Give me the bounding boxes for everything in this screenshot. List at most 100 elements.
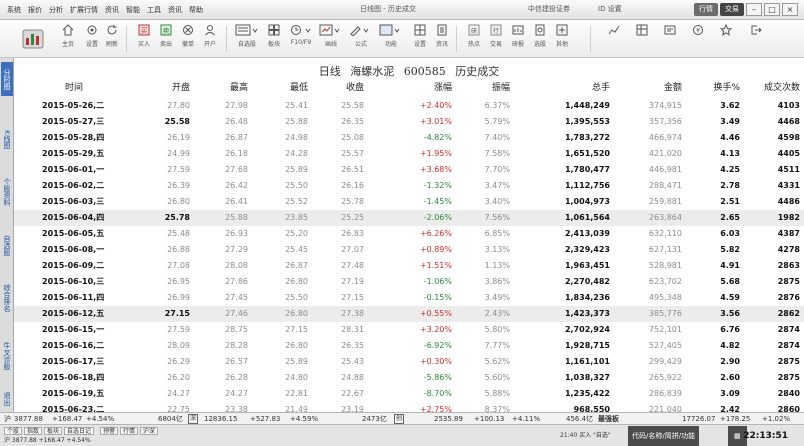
quick-tool-1[interactable]: [602, 24, 626, 56]
sector-tool[interactable]: 板块: [262, 24, 286, 56]
row-trades: 4468: [777, 117, 800, 126]
info-tool[interactable]: 资讯: [430, 24, 454, 56]
table-row[interactable]: 2015-06-19,五 24.27 24.27 22.81 22.67 -8.70% 5.…: [14, 386, 804, 402]
table-row[interactable]: 2015-06-08,一 26.88 27.29 25.45 27.07 +0.89% 3.…: [14, 242, 804, 258]
status-index-button[interactable]: 指数: [24, 427, 43, 435]
col-low[interactable]: 最低: [289, 83, 308, 93]
row-close: 25.25: [341, 213, 364, 222]
col-date[interactable]: 时间: [64, 83, 83, 93]
status-journal-button[interactable]: 自选日记: [64, 427, 95, 435]
table-row[interactable]: 2015-06-15,一 27.59 28.75 27.15 28.31 +3.20% 5.…: [14, 322, 804, 338]
open-account-tool[interactable]: 开户: [198, 24, 222, 56]
maximize-button[interactable]: □: [764, 3, 780, 16]
row-amplitude: 3.86%: [484, 277, 510, 286]
sidebar-tab-minute-chart[interactable]: 分时图: [1, 62, 13, 96]
menu-system[interactable]: 系统: [7, 5, 21, 14]
cy-index-value: 2535.89: [434, 415, 463, 423]
status-quote-button[interactable]: 行情: [120, 427, 139, 435]
col-change[interactable]: 涨幅: [433, 83, 452, 93]
table-row[interactable]: 2015-06-02,二 26.39 26.42 25.50 26.16 -1.32% 3.…: [14, 178, 804, 194]
table-row[interactable]: 2015-06-09,二 27.08 28.08 26.87 27.48 +1.51% 1.…: [14, 258, 804, 274]
function-tool[interactable]: 功能: [376, 24, 406, 56]
col-turnover[interactable]: 换手%: [713, 83, 740, 93]
home-tool[interactable]: 主页: [56, 24, 80, 56]
row-trades: 4486: [777, 197, 800, 206]
table-row[interactable]: 2015-06-18,四 26.20 26.28 24.80 24.88 -5.86% 5.…: [14, 370, 804, 386]
menu-info[interactable]: 资讯: [105, 5, 119, 14]
formula-tool[interactable]: 公式: [346, 24, 376, 56]
sidebar-tab-ranking[interactable]: 综合排名: [3, 284, 11, 312]
table-row[interactable]: 2015-06-11,四 26.99 27.45 25.50 27.15 -0.15% 3.…: [14, 290, 804, 306]
table-row[interactable]: 2015-06-23,二 22.75 23.38 21.49 23.19 +2.75% 8.…: [14, 402, 804, 418]
col-amount[interactable]: 金额: [663, 83, 682, 93]
sell-tool[interactable]: 卖卖出: [154, 24, 178, 56]
col-trades[interactable]: 成交次数: [763, 83, 800, 93]
col-open[interactable]: 开盘: [171, 83, 190, 93]
table-row[interactable]: 2015-05-27,三 25.58 26.48 25.88 26.35 +3.01% 5.…: [14, 114, 804, 130]
sidebar-tab-watchlist[interactable]: 自选股: [3, 234, 11, 256]
expand-icon[interactable]: ▦: [728, 426, 747, 446]
screener-tool[interactable]: 选股: [528, 24, 552, 56]
table-row[interactable]: 2015-06-04,四 25.78 25.88 23.85 25.25 -2.06% 7.…: [14, 210, 804, 226]
quick-tool-3[interactable]: [658, 24, 682, 56]
sidebar-tab-diagnosis[interactable]: 牛叉诊股: [3, 342, 11, 370]
quick-tool-5[interactable]: [714, 24, 738, 56]
table-row[interactable]: 2015-06-17,三 26.29 26.57 25.89 25.43 +0.30% 5.…: [14, 354, 804, 370]
table-row[interactable]: 2015-05-28,四 26.19 26.87 24.98 25.08 -4.82% 7.…: [14, 130, 804, 146]
sz-index-box[interactable]: 深: [188, 414, 198, 424]
menu-news[interactable]: 资讯: [168, 5, 182, 14]
table-row[interactable]: 2015-06-16,二 28.09 28.28 26.80 26.35 -6.92% 7.…: [14, 338, 804, 354]
table-row[interactable]: 2015-06-12,五 27.15 27.46 26.80 27.38 +0.55% 2.…: [14, 306, 804, 322]
menu-analysis[interactable]: 分析: [49, 5, 63, 14]
status-stock-button[interactable]: 个股: [4, 427, 23, 435]
table-row[interactable]: 2015-06-05,五 25.48 26.93 25.20 26.83 +6.26% 6.…: [14, 226, 804, 242]
quick-tool-4[interactable]: ¥: [686, 24, 710, 56]
table-row[interactable]: 2015-05-29,五 24.99 26.18 24.28 25.57 +1.95% 7.…: [14, 146, 804, 162]
sidebar-tab-k-chart[interactable]: K线图: [3, 129, 11, 149]
sidebar-tab-stock-info[interactable]: 个股资料: [3, 178, 11, 206]
close-button[interactable]: ×: [782, 3, 798, 16]
status-market-button[interactable]: 沪深: [140, 427, 159, 435]
menu-quote[interactable]: 报价: [28, 5, 42, 14]
buy-tool[interactable]: 买买入: [132, 24, 156, 56]
hot-tool[interactable]: 研热点: [462, 24, 486, 56]
code-search-button[interactable]: 代码/名称/简拼/功能: [628, 426, 700, 446]
table-row[interactable]: 2015-05-26,二 27.80 27.98 25.41 25.58 +2.40% 6.…: [14, 98, 804, 114]
watchlist-tool[interactable]: 自选股: [232, 24, 262, 56]
strongest-sector-label[interactable]: 最强板: [598, 415, 619, 423]
row-open: 27.15: [164, 309, 190, 318]
cancel-order-tool[interactable]: 撤单: [176, 24, 200, 56]
menu-extended[interactable]: 扩展行情: [70, 5, 98, 14]
refresh-tool[interactable]: 刷新: [100, 24, 124, 56]
row-close: 28.31: [341, 325, 364, 334]
trade-mode-button[interactable]: 交易: [720, 3, 744, 16]
col-close[interactable]: 收盘: [345, 83, 364, 93]
f10-tool[interactable]: F10/F9: [286, 24, 316, 56]
col-high[interactable]: 最高: [229, 83, 248, 93]
col-amplitude[interactable]: 振幅: [491, 83, 510, 93]
status-sector-button[interactable]: 板块: [44, 427, 63, 435]
row-trades: 4405: [777, 149, 800, 158]
table-row[interactable]: 2015-06-10,三 26.95 27.86 26.80 27.19 -1.06% 3.…: [14, 274, 804, 290]
table-row[interactable]: 2015-06-01,一 27.59 27.68 25.89 26.51 +3.68% 7.…: [14, 162, 804, 178]
menu-help[interactable]: 帮助: [189, 5, 203, 14]
more-tool[interactable]: 其他: [550, 24, 574, 56]
report-tool[interactable]: 研报: [506, 24, 530, 56]
layout-tool[interactable]: 设置: [408, 24, 432, 56]
menu-tools[interactable]: 工具: [147, 5, 161, 14]
cy-index-box[interactable]: 创: [394, 414, 404, 424]
col-volume[interactable]: 总手: [591, 83, 610, 93]
quote-mode-button[interactable]: 行情: [694, 3, 718, 16]
row-volume: 968,550: [573, 405, 610, 414]
row-turnover: 2.65: [720, 213, 740, 222]
table-row[interactable]: 2015-06-03,三 26.80 26.41 25.52 25.78 -1.45% 3.…: [14, 194, 804, 210]
draw-line-tool[interactable]: 画线: [316, 24, 346, 56]
menu-smart[interactable]: 智能: [126, 5, 140, 14]
sidebar-tab-exit[interactable]: 退出: [3, 392, 11, 406]
trade-tool[interactable]: 行交易: [484, 24, 508, 56]
status-alert-button[interactable]: 预警: [100, 427, 119, 435]
quick-tool-2[interactable]: [630, 24, 654, 56]
quick-tool-6[interactable]: [744, 24, 768, 56]
minimize-button[interactable]: –: [746, 3, 762, 16]
settings-tool[interactable]: 设置: [80, 24, 104, 56]
